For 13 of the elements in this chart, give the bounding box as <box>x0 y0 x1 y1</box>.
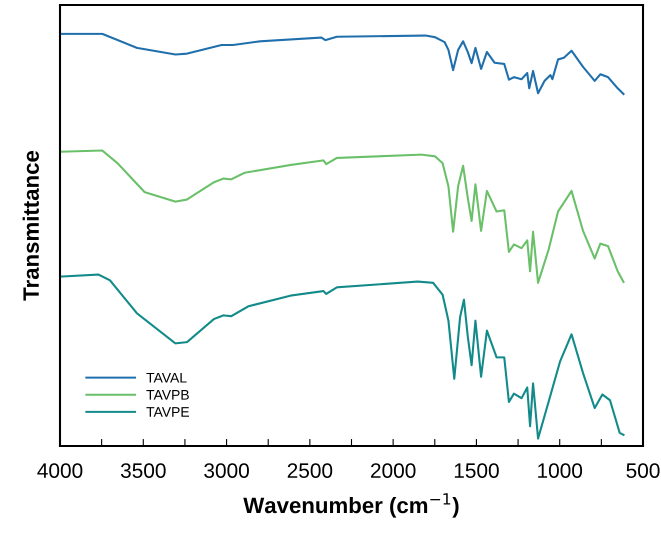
y-axis-title: Transmittance <box>22 150 39 301</box>
x-tick-label: 2500 <box>288 463 332 478</box>
legend-label: TAVAL <box>146 372 187 382</box>
legend-label: TAVPE <box>146 407 190 417</box>
legend-label: TAVPB <box>146 390 189 400</box>
x-tick-label: 1000 <box>538 463 582 478</box>
x-tick-label: 2000 <box>371 463 416 478</box>
x-axis-title: Wavenumber (cm$^{−1}$) <box>243 493 459 518</box>
x-tick-label: 500 <box>626 463 660 478</box>
x-tick-label: 4000 <box>37 463 82 478</box>
x-tick-label: 3500 <box>120 463 166 478</box>
x-tick-label: 1500 <box>454 463 499 478</box>
x-tick-label: 3000 <box>204 463 249 478</box>
